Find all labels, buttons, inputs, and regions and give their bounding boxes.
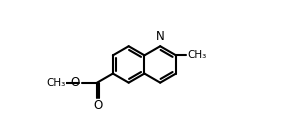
Text: O: O [93, 99, 103, 112]
Text: CH₃: CH₃ [47, 78, 66, 88]
Text: CH₃: CH₃ [187, 50, 206, 60]
Text: N: N [156, 30, 165, 43]
Text: O: O [71, 76, 80, 89]
